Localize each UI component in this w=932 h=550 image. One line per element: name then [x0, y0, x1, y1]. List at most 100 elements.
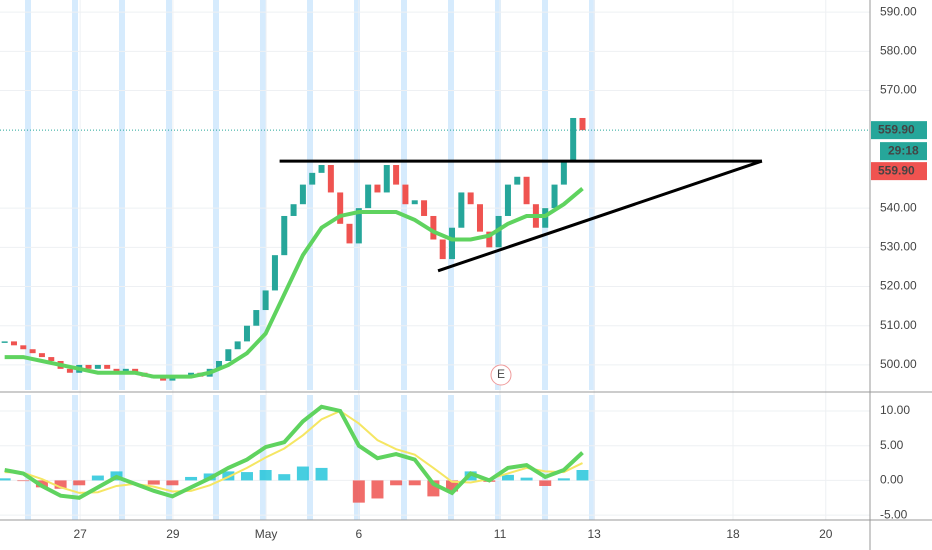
x-tick-label: 6: [355, 527, 362, 541]
candle: [299, 184, 306, 205]
candle: [85, 364, 92, 369]
session-band: [25, 395, 31, 520]
x-tick-label: 13: [587, 527, 601, 541]
x-tick-label: 11: [494, 527, 507, 541]
candle: [421, 200, 428, 216]
candle: [271, 255, 278, 291]
histogram-bar: [166, 480, 179, 486]
histogram-bar: [240, 472, 253, 481]
candle: [337, 192, 344, 224]
histogram-bar: [17, 480, 30, 482]
session-band: [448, 395, 454, 520]
histogram-bar: [371, 480, 384, 499]
candle: [365, 184, 372, 209]
candle: [309, 172, 316, 185]
session-band: [589, 395, 595, 520]
candle: [458, 192, 465, 228]
session-band: [72, 0, 78, 390]
x-tick-label: 20: [819, 527, 833, 541]
histogram-bar: [408, 480, 421, 486]
candle: [476, 204, 483, 232]
candle: [216, 360, 223, 369]
close-price-box: [871, 162, 927, 181]
macd-line: [4, 404, 584, 500]
histogram-bar: [520, 477, 533, 481]
candle: [523, 176, 530, 205]
candle: [579, 117, 586, 131]
histogram-bar: [278, 474, 291, 481]
candle: [374, 184, 381, 193]
session-band: [542, 0, 548, 390]
x-tick-label: 29: [166, 527, 180, 541]
session-band: [495, 395, 501, 520]
countdown-label: 29:18: [888, 143, 919, 157]
moving-average: [4, 187, 584, 379]
candle: [383, 165, 390, 193]
histogram-bar: [296, 466, 309, 481]
session-band: [213, 0, 219, 390]
event-marker: [490, 364, 512, 386]
session-band: [589, 0, 595, 390]
candle: [439, 239, 446, 260]
histogram-bar: [147, 480, 160, 485]
candle: [449, 227, 456, 260]
candle: [225, 349, 232, 361]
histogram-bar: [259, 470, 272, 481]
histogram-bar: [539, 480, 552, 486]
candle: [318, 165, 325, 173]
last-price-label: 559.90: [878, 122, 915, 136]
y-tick-label: 590.00: [880, 4, 917, 18]
candle: [430, 215, 437, 240]
session-band: [25, 0, 31, 390]
candle: [262, 290, 269, 311]
session-band: [119, 0, 125, 390]
y-tick-label: 530.00: [880, 239, 917, 253]
candle: [570, 117, 577, 162]
candle: [66, 368, 73, 373]
candle: [48, 357, 55, 361]
candle: [467, 192, 474, 205]
candle: [104, 364, 111, 369]
trendline: [437, 159, 763, 273]
candle: [234, 341, 241, 350]
candle: [243, 325, 250, 342]
histogram-bar: [446, 480, 459, 492]
session-band: [260, 0, 266, 390]
candle: [20, 345, 27, 350]
candle: [253, 310, 260, 326]
session-band: [307, 0, 313, 390]
session-band: [119, 395, 125, 520]
indicator-tick-label: 0.00: [880, 473, 904, 487]
candle: [290, 204, 297, 216]
candle: [486, 231, 493, 248]
candle: [10, 341, 17, 346]
y-tick-label: 540.00: [880, 200, 917, 214]
candle: [29, 349, 36, 354]
candle: [393, 165, 400, 185]
candle: [355, 208, 362, 244]
session-band: [542, 395, 548, 520]
indicator-tick-label: -5.00: [880, 507, 908, 521]
y-tick-label: 500.00: [880, 357, 917, 371]
candle: [94, 364, 101, 369]
histogram-bar: [91, 475, 104, 481]
histogram-bar: [576, 470, 589, 481]
x-tick-label: 27: [73, 527, 87, 541]
histogram-bar: [0, 478, 11, 481]
indicator-tick-label: 5.00: [880, 438, 904, 452]
candle: [514, 176, 521, 185]
session-band: [354, 0, 360, 390]
session-band: [307, 395, 313, 520]
last-price-box: [871, 121, 927, 140]
candle: [1, 341, 8, 343]
histogram-bar: [73, 480, 86, 486]
candle: [411, 200, 418, 205]
candle: [281, 215, 288, 256]
session-band: [166, 395, 172, 520]
countdown-box: [880, 142, 927, 161]
x-tick-label: May: [255, 527, 278, 541]
x-tick-label: 18: [726, 527, 740, 541]
candle: [38, 353, 45, 358]
y-tick-label: 510.00: [880, 318, 917, 332]
